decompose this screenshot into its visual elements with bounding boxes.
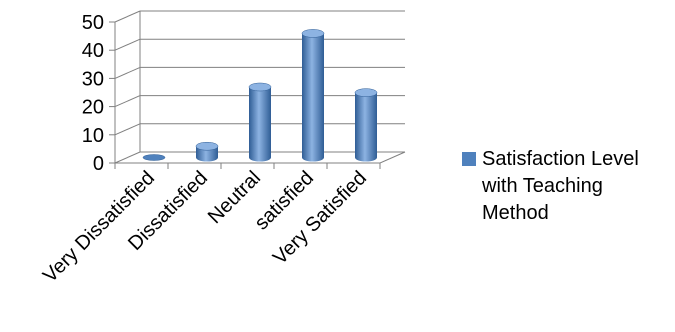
x-tick-label: Very Satisfied — [269, 167, 371, 269]
legend-swatch — [462, 152, 476, 166]
wall-gridline — [114, 10, 141, 23]
y-tick-label: 0 — [93, 153, 104, 175]
y-tick-label: 10 — [82, 125, 104, 147]
wall-gridline — [114, 151, 141, 164]
y-tick-label: 40 — [82, 40, 104, 62]
wall-gridline — [114, 123, 141, 136]
floor-edge — [379, 151, 406, 164]
wall-gridline — [114, 38, 141, 51]
legend-label: Satisfaction Level with Teaching Method — [482, 148, 639, 224]
y-tick-label: 20 — [82, 97, 104, 119]
bar-top — [301, 29, 325, 38]
bar-top — [354, 88, 378, 97]
y-tick-label: 50 — [82, 12, 104, 34]
wall-gridline — [114, 95, 141, 108]
y-tick-label: 30 — [82, 68, 104, 90]
bar — [249, 87, 271, 162]
bar — [302, 33, 324, 162]
bar-top — [248, 82, 272, 92]
bar — [142, 154, 166, 161]
wall-gridline — [114, 66, 141, 79]
bar-top — [195, 141, 219, 151]
legend: Satisfaction Level with Teaching Method — [462, 146, 672, 227]
bar — [196, 146, 218, 162]
bar — [355, 92, 377, 162]
